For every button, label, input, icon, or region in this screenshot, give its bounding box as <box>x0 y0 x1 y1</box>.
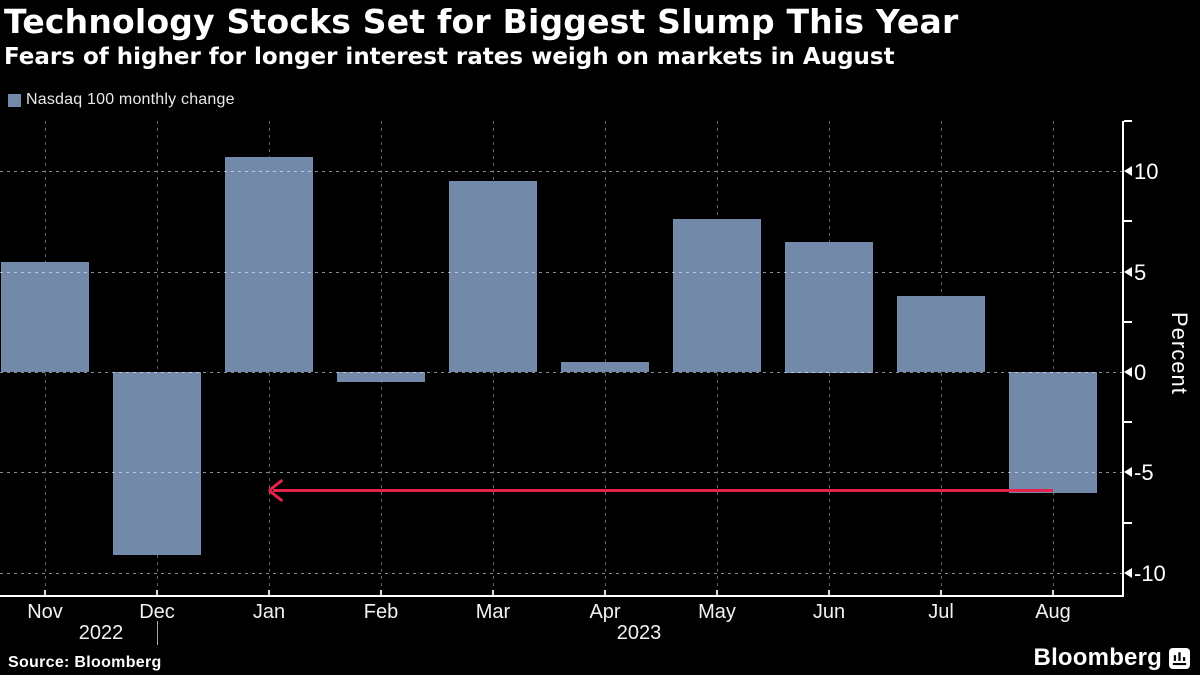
year-divider-2022 <box>157 621 158 645</box>
page-subtitle: Fears of higher for longer interest rate… <box>4 44 895 70</box>
y-tick-label--5: -5 <box>1134 460 1154 485</box>
y-major-tick-5 <box>1124 267 1132 277</box>
page-title: Technology Stocks Set for Biggest Slump … <box>4 2 959 41</box>
x-tick-label-jan: Jan <box>252 601 286 623</box>
year-label-2023: 2023 <box>616 622 662 644</box>
vertical-gridline-dec <box>157 121 158 595</box>
horizontal-gridline--5 <box>0 472 1122 473</box>
x-tick-mark-nov <box>44 590 46 595</box>
x-tick-mark-aug <box>1052 590 1054 595</box>
y-tick-label-5: 5 <box>1134 260 1147 285</box>
x-tick-label-nov: Nov <box>27 601 63 623</box>
bar-dec <box>113 372 201 555</box>
bar-apr <box>561 362 649 372</box>
x-tick-mark-mar <box>492 590 494 595</box>
y-minor-tick--2.5 <box>1124 421 1132 423</box>
vertical-gridline-feb <box>381 121 382 595</box>
bar-feb <box>337 372 425 382</box>
bar-aug <box>1009 372 1097 493</box>
x-axis-line <box>0 595 1124 597</box>
bar-jan <box>225 157 313 372</box>
x-tick-mark-jun <box>828 590 830 595</box>
bloomberg-chart-icon <box>1169 647 1190 669</box>
x-tick-label-jun: Jun <box>812 601 846 623</box>
legend: Nasdaq 100 monthly change <box>8 91 235 109</box>
legend-swatch-icon <box>8 93 21 107</box>
y-minor-tick-12.5 <box>1124 120 1132 122</box>
x-tick-mark-feb <box>380 590 382 595</box>
y-axis-line <box>1122 121 1124 597</box>
y-minor-tick-7.5 <box>1124 220 1132 222</box>
bar-nov <box>1 262 89 372</box>
bloomberg-logo: Bloomberg <box>1034 644 1190 672</box>
year-label-2022: 2022 <box>78 622 124 644</box>
annotation-arrow-shaft <box>273 489 1053 492</box>
vertical-gridline-aug <box>1053 121 1054 595</box>
bar-may <box>673 219 761 372</box>
x-tick-mark-apr <box>604 590 606 595</box>
x-tick-label-jul: Jul <box>928 601 954 623</box>
x-tick-mark-may <box>716 590 718 595</box>
x-tick-label-mar: Mar <box>475 601 511 623</box>
bar-jul <box>897 296 985 372</box>
y-major-tick-0 <box>1124 367 1132 377</box>
bar-jun <box>785 242 873 373</box>
x-tick-label-dec: Dec <box>139 601 175 623</box>
legend-label: Nasdaq 100 monthly change <box>26 91 235 108</box>
y-axis-title: Percent <box>1167 312 1192 395</box>
x-tick-mark-jul <box>940 590 942 595</box>
y-major-tick--10 <box>1124 568 1132 578</box>
horizontal-gridline-0 <box>0 372 1122 373</box>
x-tick-mark-dec <box>156 590 158 595</box>
x-tick-label-aug: Aug <box>1035 601 1071 623</box>
bar-mar <box>449 181 537 372</box>
vertical-gridline-apr <box>605 121 606 595</box>
x-tick-label-may: May <box>698 601 736 623</box>
y-minor-tick--7.5 <box>1124 522 1132 524</box>
source-note: Source: Bloomberg <box>8 654 162 671</box>
horizontal-gridline-10 <box>0 171 1122 172</box>
y-tick-label--10: -10 <box>1134 561 1166 586</box>
y-minor-tick-2.5 <box>1124 321 1132 323</box>
x-tick-mark-jan <box>268 590 270 595</box>
x-tick-label-apr: Apr <box>589 601 621 623</box>
x-tick-label-feb: Feb <box>363 601 399 623</box>
y-major-tick-10 <box>1124 166 1132 176</box>
horizontal-gridline-5 <box>0 272 1122 273</box>
horizontal-gridline--10 <box>0 573 1122 574</box>
y-tick-label-0: 0 <box>1134 360 1147 385</box>
y-major-tick--5 <box>1124 467 1132 477</box>
y-tick-label-10: 10 <box>1134 159 1159 184</box>
bloomberg-wordmark: Bloomberg <box>1033 644 1162 671</box>
